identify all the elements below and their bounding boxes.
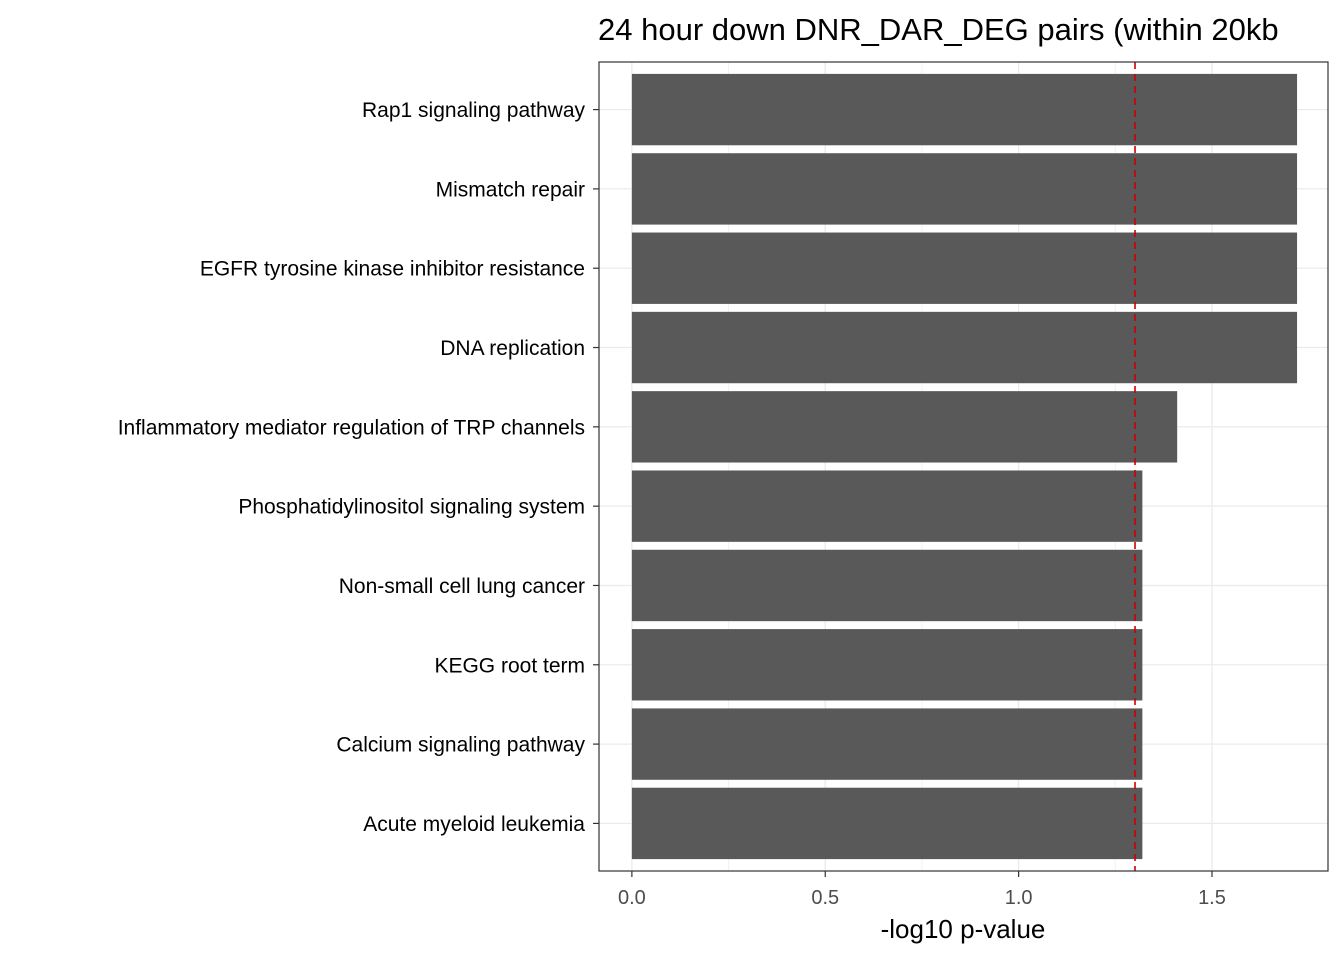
y-tick-label: Inflammatory mediator regulation of TRP … [118,416,585,439]
y-axis: Rap1 signaling pathway Mismatch repair EGF… [118,99,599,836]
bar [631,787,1143,860]
y-tick-label: Phosphatidylinositol signaling system [238,496,585,519]
x-tick-label: 0.0 [618,887,646,909]
y-tick-label: Non-small cell lung cancer [339,575,585,598]
chart-title: 24 hour down DNR_DAR_DEG pairs (within 2… [598,12,1279,47]
y-tick-label: KEGG root term [434,654,585,677]
x-tick-label: 1.5 [1198,887,1226,909]
bar [631,73,1298,146]
y-tick-label: Rap1 signaling pathway [362,99,585,122]
panel-border [598,61,1329,872]
x-axis-label: -log10 p-value [881,914,1046,944]
bar [631,232,1298,304]
x-axis: 0.0 0.5 1.0 1.5 [618,871,1226,909]
bar [631,153,1298,225]
bars [631,73,1298,860]
y-tick-label: Calcium signaling pathway [336,734,585,757]
bar [631,311,1298,384]
bar [631,391,1178,463]
bar [631,549,1143,622]
y-tick-label: Acute myeloid leukemia [363,813,585,836]
bar [631,708,1143,780]
y-tick-label: DNA replication [440,337,585,360]
x-tick-label: 0.5 [811,887,839,909]
y-tick-label: EGFR tyrosine kinase inhibitor resistanc… [200,258,585,281]
y-tick-label: Mismatch repair [436,178,585,201]
bar [631,629,1143,701]
x-tick-label: 1.0 [1005,887,1033,909]
bar [631,470,1143,542]
